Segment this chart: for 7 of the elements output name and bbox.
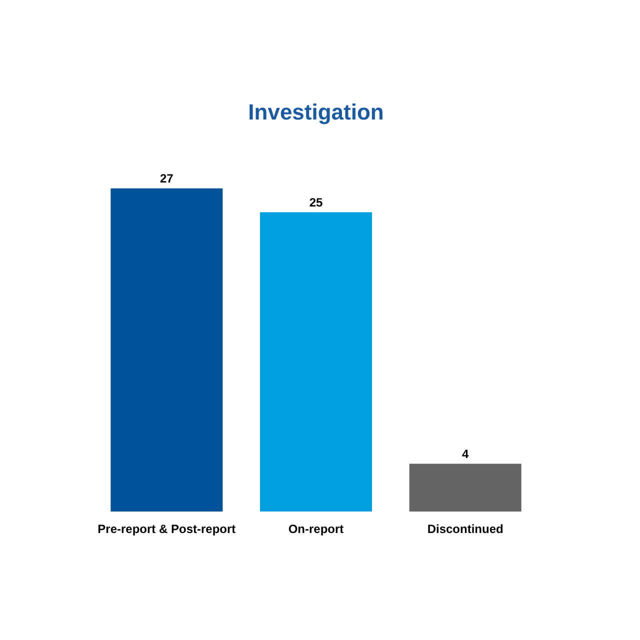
data-label: 25 — [309, 196, 323, 210]
x-tick-label: On-report — [288, 522, 344, 536]
x-tick-label: Pre-report & Post-report — [98, 522, 236, 536]
data-label: 4 — [462, 447, 469, 462]
x-tick-label: Discontinued — [427, 522, 504, 536]
data-label: 27 — [160, 172, 174, 186]
chart-title: Investigation — [248, 99, 384, 124]
